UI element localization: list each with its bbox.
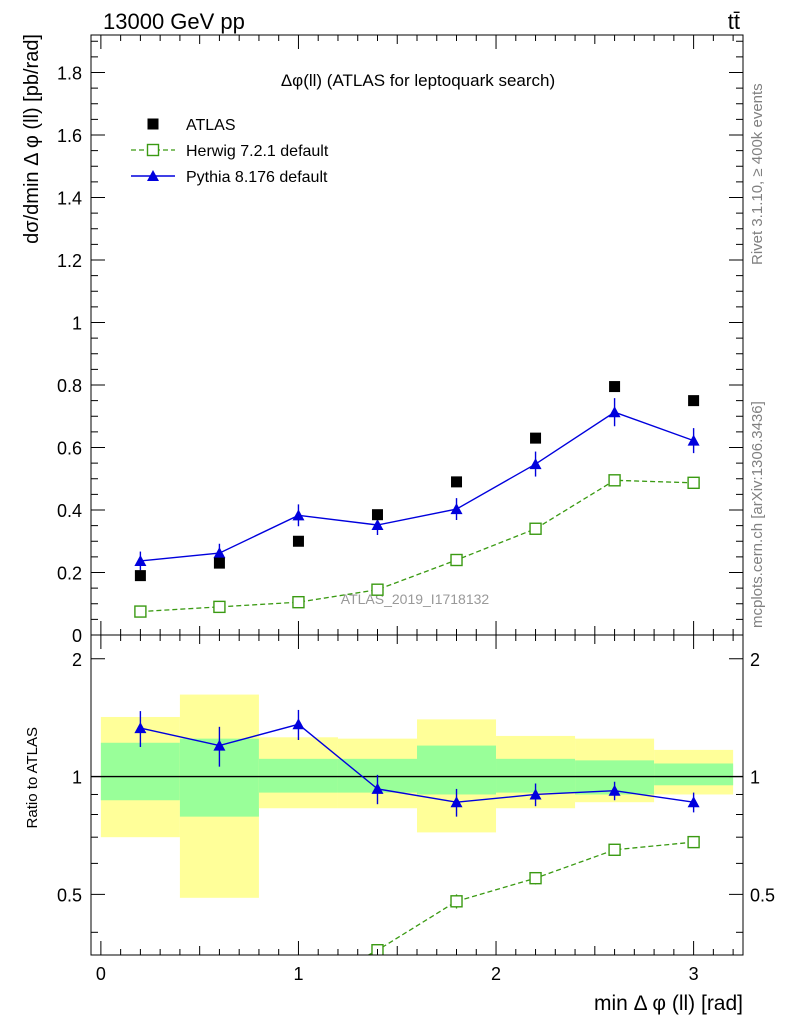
- y-tick-label: 0.4: [57, 501, 82, 521]
- ratio-y-tick-label: 1: [72, 768, 82, 788]
- herwig-point: [529, 522, 542, 535]
- pythia-ratio-point: [371, 782, 384, 794]
- uncertainty-band-green: [100, 742, 180, 801]
- plot-title: Δφ(ll) (ATLAS for leptoquark search): [281, 71, 555, 90]
- pythia-point: [450, 503, 463, 515]
- atlas-point: [134, 570, 146, 582]
- pythia-ratio-point: [134, 722, 147, 734]
- main-plot-panel: ATLAS_2019_I1718132 0 0.2 0.4 0.6 0.8 1 1.2 1.4…: [57, 34, 744, 646]
- pythia-point: [213, 547, 226, 559]
- atlas-point: [213, 557, 225, 569]
- herwig-ratio-line: [367, 841, 694, 955]
- y-tick-label: 0: [72, 626, 82, 646]
- legend-pythia-marker: [147, 170, 159, 181]
- herwig-ratio-point: [529, 871, 542, 885]
- y-tick-label: 0.2: [57, 564, 82, 584]
- herwig-ratio-point: [450, 895, 463, 908]
- y-tick-label: 1.8: [57, 64, 82, 84]
- y-tick-label: 1.2: [57, 251, 82, 271]
- ratio-y-tick-label-right: 2: [750, 650, 760, 670]
- uncertainty-band-green: [417, 745, 497, 795]
- pythia-ratio-point: [450, 796, 463, 808]
- legend-label: Herwig 7.2.1 default: [186, 143, 329, 160]
- herwig-point: [371, 583, 384, 596]
- y-tick-label: 0.6: [57, 439, 82, 459]
- atlas-point: [530, 432, 542, 444]
- pythia-ratio-point: [213, 739, 226, 751]
- pythia-point: [371, 519, 384, 530]
- x-tick-label: 3: [689, 964, 699, 984]
- y-tick-label: 1.4: [57, 189, 82, 209]
- pythia-line: [140, 411, 694, 562]
- bottom-ylabel: Ratio to ATLAS: [24, 727, 41, 828]
- herwig-point: [292, 595, 305, 609]
- atlas-point: [688, 395, 700, 407]
- pythia-point: [608, 406, 621, 418]
- ratio-y-tick-label: 2: [72, 650, 82, 670]
- pythia-point: [529, 458, 542, 470]
- pythia-ratio-point: [292, 718, 305, 730]
- atlas-point: [292, 535, 304, 547]
- herwig-point: [450, 553, 463, 567]
- top-ylabel: dσ/dmin Δ φ (ll) [pb/rad]: [21, 34, 43, 244]
- y-tick-label: 1: [72, 314, 82, 334]
- x-tick-label: 1: [293, 964, 303, 984]
- herwig-ratio-point: [687, 835, 700, 849]
- atlas-point: [451, 476, 463, 488]
- atlas-point: [371, 509, 383, 521]
- herwig-point: [687, 476, 700, 490]
- herwig-point: [134, 605, 147, 618]
- pythia-point: [134, 554, 147, 566]
- pythia-ratio-line: [140, 723, 694, 803]
- rivet-note: Rivet 3.1.10, ≥ 400k events: [749, 83, 766, 265]
- y-tick-label: 1.6: [57, 126, 82, 146]
- legend-atlas-marker: [147, 118, 159, 130]
- legend-label: Pythia 8.176 default: [186, 169, 328, 186]
- pythia-ratio-point: [687, 796, 700, 808]
- pythia-ratio-point: [529, 788, 542, 800]
- herwig-point: [608, 474, 621, 487]
- uncertainty-band-green: [258, 758, 338, 793]
- header-process: tt̄: [728, 9, 740, 34]
- x-axis-label: min Δ φ (ll) [rad]: [594, 992, 743, 1015]
- x-tick-label: 0: [96, 964, 106, 984]
- herwig-line: [140, 479, 694, 613]
- herwig-point: [213, 600, 226, 614]
- uncertainty-band-green: [654, 763, 734, 786]
- header-energy: 13000 GeV pp: [103, 9, 245, 34]
- legend-label: ATLAS: [186, 117, 236, 134]
- ratio-plot-panel: 0.5 0.5 1 1 2 2 0 1 2 3: [57, 634, 775, 984]
- pythia-point: [687, 434, 700, 446]
- ratio-y-tick-label: 0.5: [57, 885, 82, 905]
- ratio-y-tick-label-right: 1: [750, 768, 760, 788]
- pythia-point: [292, 509, 305, 521]
- herwig-ratio-point: [608, 843, 621, 856]
- mcplots-note: mcplots.cern.ch [arXiv:1306.3436]: [749, 401, 766, 628]
- atlas-point: [609, 381, 621, 393]
- legend-herwig-marker: [146, 143, 160, 157]
- pythia-ratio-point: [608, 784, 621, 796]
- legend: ATLAS Herwig 7.2.1 default Pythia 8.176 de…: [131, 117, 329, 186]
- y-tick-label: 0.8: [57, 376, 82, 396]
- analysis-watermark: ATLAS_2019_I1718132: [341, 591, 490, 607]
- ratio-y-tick-label-right: 0.5: [750, 885, 775, 905]
- x-tick-label: 2: [491, 964, 501, 984]
